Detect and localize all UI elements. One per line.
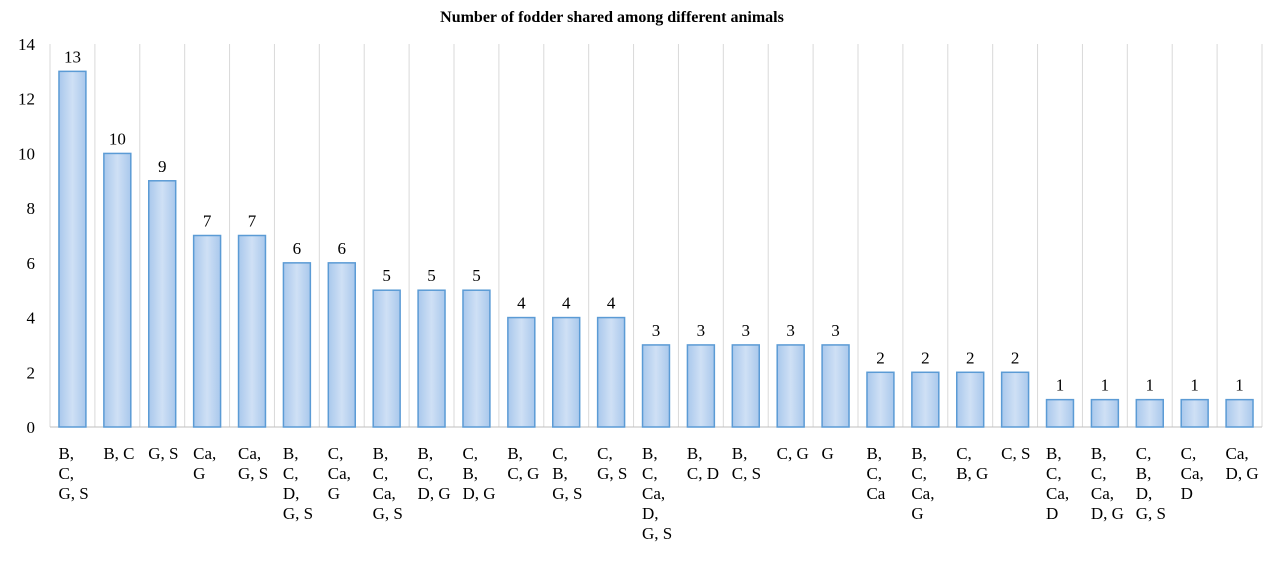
x-tick-label: C, B, D, G, S — [1135, 444, 1166, 523]
chart-title: Number of fodder shared among different … — [440, 9, 784, 26]
bar — [731, 344, 760, 428]
bar — [507, 316, 536, 428]
data-label: 10 — [109, 129, 126, 148]
x-tick-label: B, C, D, G, S — [282, 444, 314, 523]
x-tick-label: C, G, S — [597, 444, 628, 483]
bar — [596, 316, 626, 428]
bar — [327, 262, 356, 428]
x-tick-label: B, C, Ca, D — [1046, 444, 1070, 523]
data-label: 1 — [1235, 376, 1244, 395]
x-tick-label: C, G — [776, 444, 809, 463]
x-tick-label: B, C, Ca, G, S — [372, 444, 403, 523]
bar — [372, 289, 401, 428]
data-label: 5 — [472, 266, 481, 285]
data-label: 9 — [158, 157, 167, 176]
y-tick-label: 4 — [27, 309, 36, 328]
y-tick-label: 6 — [27, 254, 36, 273]
bar — [58, 70, 87, 428]
bar — [1225, 398, 1254, 428]
x-tick-label: C, Ca, G — [327, 444, 351, 503]
x-tick-label: Ca, G, S — [238, 444, 269, 483]
data-label: 4 — [517, 294, 526, 313]
y-tick-label: 10 — [18, 144, 35, 163]
y-tick-label: 8 — [27, 199, 36, 218]
bar — [552, 316, 581, 428]
y-tick-label: 14 — [18, 35, 36, 54]
x-tick-label: G, S — [148, 444, 179, 463]
data-label: 2 — [876, 348, 885, 367]
data-label: 1 — [1101, 376, 1110, 395]
x-tick-label: Ca, G — [193, 444, 217, 483]
x-tick-label: Ca, D, G — [1225, 444, 1259, 483]
data-label: 6 — [293, 239, 302, 258]
data-label: 6 — [338, 239, 347, 258]
x-tick-label: B, C, D, G — [417, 444, 451, 503]
data-label: 2 — [966, 348, 975, 367]
bar — [641, 344, 671, 428]
data-label: 13 — [64, 47, 81, 66]
bar — [821, 344, 850, 428]
bar — [1135, 398, 1164, 428]
y-tick-label: 12 — [18, 90, 35, 109]
bar — [462, 289, 491, 428]
bar — [192, 234, 222, 428]
data-label: 4 — [607, 294, 616, 313]
x-tick-label: C, B, D, G — [462, 444, 496, 503]
data-label: 5 — [427, 266, 436, 285]
bar — [1000, 371, 1030, 428]
data-label: 3 — [697, 321, 706, 340]
bar — [686, 344, 716, 428]
bar — [103, 152, 132, 428]
x-tick-label: C, B, G — [956, 444, 989, 483]
bar — [1090, 398, 1120, 428]
bar — [911, 371, 940, 428]
x-tick-label: B, C, S — [731, 444, 762, 483]
data-label: 1 — [1146, 376, 1155, 395]
bar — [1180, 398, 1209, 428]
data-label: 1 — [1190, 376, 1199, 395]
data-label: 7 — [248, 212, 257, 231]
x-tick-label: C, S — [1001, 444, 1031, 463]
data-label: 2 — [1011, 348, 1020, 367]
x-tick-label: C, Ca, D — [1180, 444, 1204, 503]
bar — [417, 289, 446, 428]
x-tick-label: B, C, Ca, D, G, S — [642, 444, 673, 543]
bar — [776, 344, 805, 428]
bar — [1045, 398, 1075, 428]
y-tick-label: 0 — [27, 418, 36, 437]
data-label: 1 — [1056, 376, 1065, 395]
x-tick-label: B, C, Ca — [866, 444, 886, 503]
data-label: 3 — [831, 321, 840, 340]
x-tick-label: C, B, G, S — [552, 444, 583, 503]
bar — [866, 371, 895, 428]
bar — [148, 180, 177, 428]
x-tick-label: G — [821, 444, 834, 463]
x-tick-label: B, C, D — [686, 444, 719, 483]
x-tick-label: B, C, G — [507, 444, 540, 483]
bar — [956, 371, 985, 428]
data-label: 3 — [652, 321, 661, 340]
data-label: 2 — [921, 348, 930, 367]
data-label: 4 — [562, 294, 571, 313]
bar — [282, 262, 312, 428]
x-tick-label: B, C, G, S — [58, 444, 89, 503]
data-label: 3 — [786, 321, 795, 340]
data-label: 3 — [742, 321, 751, 340]
x-tick-label: B, C, Ca, D, G — [1090, 444, 1124, 523]
x-tick-label: B, C, Ca, G — [911, 444, 935, 523]
x-tick-label: B, C — [103, 444, 135, 463]
bar — [237, 234, 267, 428]
data-label: 7 — [203, 212, 212, 231]
data-label: 5 — [382, 266, 391, 285]
y-tick-label: 2 — [27, 363, 36, 382]
